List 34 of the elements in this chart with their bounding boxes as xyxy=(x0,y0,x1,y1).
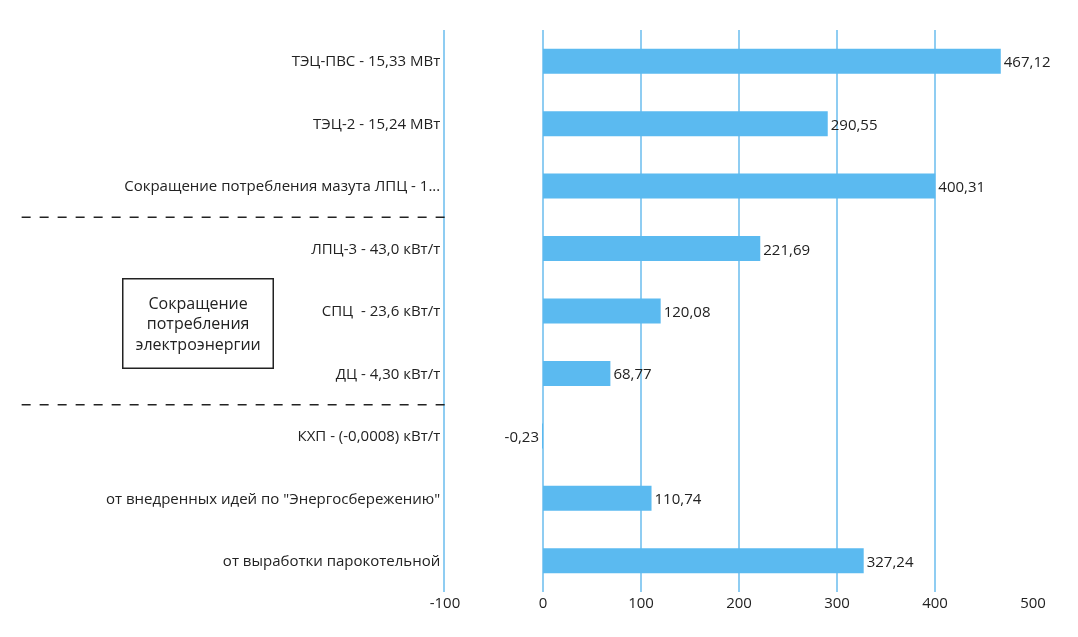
x-tick-label: 100 xyxy=(628,592,654,612)
y-tick-label: КХП - (-0,0008) кВт/т xyxy=(297,425,441,446)
y-tick-label: от выработки парокотельной xyxy=(222,550,441,571)
data-label: 327,24 xyxy=(866,550,914,571)
y-tick-label: Сокращение потребления мазута ЛПЦ - 1... xyxy=(124,175,441,196)
y-tick-label: ДЦ - 4,30 кВт/т xyxy=(335,362,441,383)
bar xyxy=(543,298,661,324)
y-tick-label: СПЦ - 23,6 кВт/т xyxy=(321,300,441,321)
bar xyxy=(543,485,652,511)
y-tick-label: от внедренных идей по "Энергосбережению" xyxy=(106,487,441,508)
data-label: 68,77 xyxy=(613,363,652,384)
x-tick-label: 300 xyxy=(824,592,850,612)
data-label: -0,23 xyxy=(504,425,539,446)
x-tick-label: -100 xyxy=(429,592,461,612)
data-label: 290,55 xyxy=(830,113,878,134)
bar xyxy=(543,173,936,199)
text: Сокращение потребления электроэнергии xyxy=(135,291,261,356)
y-tick-label: ТЭЦ-2 - 15,24 МВт xyxy=(313,112,441,133)
data-label: 221,69 xyxy=(763,238,811,259)
bar xyxy=(543,360,611,386)
bar xyxy=(543,111,828,137)
y-tick-label: ТЭЦ-ПВС - 15,33 МВт xyxy=(291,50,441,71)
bar xyxy=(543,48,1001,74)
data-label: 120,08 xyxy=(663,301,711,321)
x-tick-label: 400 xyxy=(922,592,948,612)
data-label: 400,31 xyxy=(938,176,986,197)
data-label: 110,74 xyxy=(654,488,702,509)
bar xyxy=(543,548,864,574)
x-tick-label: 0 xyxy=(538,592,548,612)
data-label: 467,12 xyxy=(1003,51,1051,72)
x-tick-label: 200 xyxy=(726,592,752,612)
y-tick-label: ЛПЦ-3 - 43,0 кВт/т xyxy=(311,237,441,258)
bar xyxy=(543,236,761,262)
x-tick-label: 500 xyxy=(1020,592,1046,612)
